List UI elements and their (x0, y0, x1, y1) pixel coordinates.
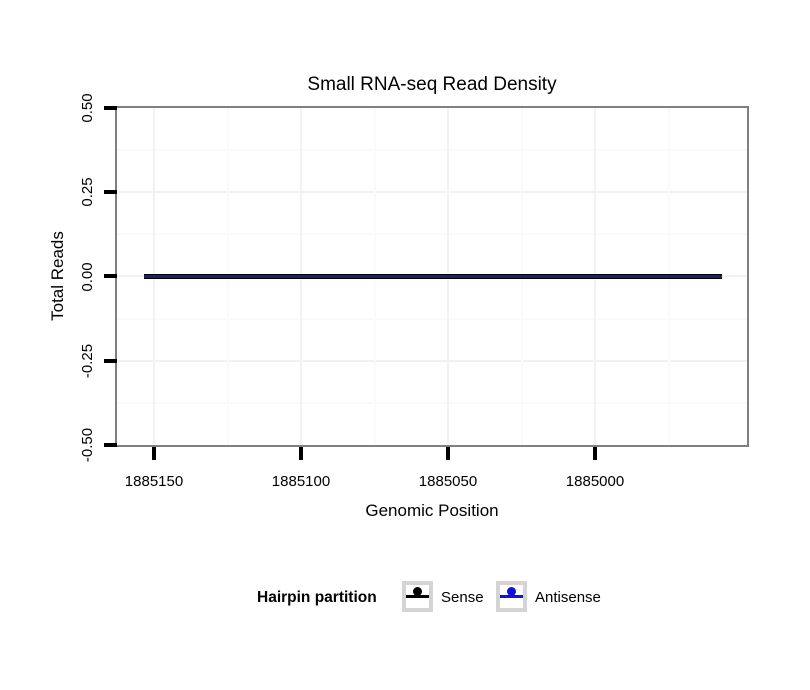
y-tick-mark (104, 359, 117, 363)
y-tick-mark (104, 443, 117, 447)
y-tick-mark (104, 106, 117, 110)
gridline-major-h (117, 191, 747, 193)
y-axis-title: Total Reads (48, 231, 67, 321)
gridline-major-h (117, 360, 747, 362)
y-tick-label: 0.00 (79, 262, 96, 292)
gridline-minor-h (117, 402, 747, 404)
x-tick-mark (152, 447, 156, 460)
plot-title: Small RNA-seq Read Density (307, 74, 557, 95)
legend-label-antisense: Antisense (535, 589, 601, 606)
x-tick-label: 1885150 (124, 473, 184, 490)
y-tick-mark (104, 274, 117, 278)
sense-line-icon (406, 595, 429, 598)
series-line-sense-antisense (144, 274, 722, 279)
x-tick-label: 1885050 (418, 473, 478, 490)
x-tick-mark (299, 447, 303, 460)
x-tick-label: 1885000 (565, 473, 625, 490)
y-tick-label: -0.50 (79, 427, 96, 463)
gridline-minor-h (117, 318, 747, 320)
x-tick-mark (446, 447, 450, 460)
legend-key-sense (402, 581, 433, 612)
y-tick-mark (104, 190, 117, 194)
legend-title: Hairpin partition (257, 589, 377, 606)
plot-panel (115, 106, 749, 447)
y-tick-label: -0.25 (79, 343, 96, 379)
legend-key-antisense (496, 581, 527, 612)
x-tick-mark (593, 447, 597, 460)
legend-label-sense: Sense (441, 589, 484, 606)
x-tick-label: 1885100 (271, 473, 331, 490)
sense-point-icon (413, 587, 422, 596)
y-tick-label: 0.25 (79, 177, 96, 207)
antisense-line-icon (500, 595, 523, 598)
x-axis-title: Genomic Position (365, 501, 499, 520)
gridline-minor-h (117, 233, 747, 235)
antisense-point-icon (507, 587, 516, 596)
gridline-minor-h (117, 149, 747, 151)
y-tick-label: 0.50 (79, 93, 96, 123)
